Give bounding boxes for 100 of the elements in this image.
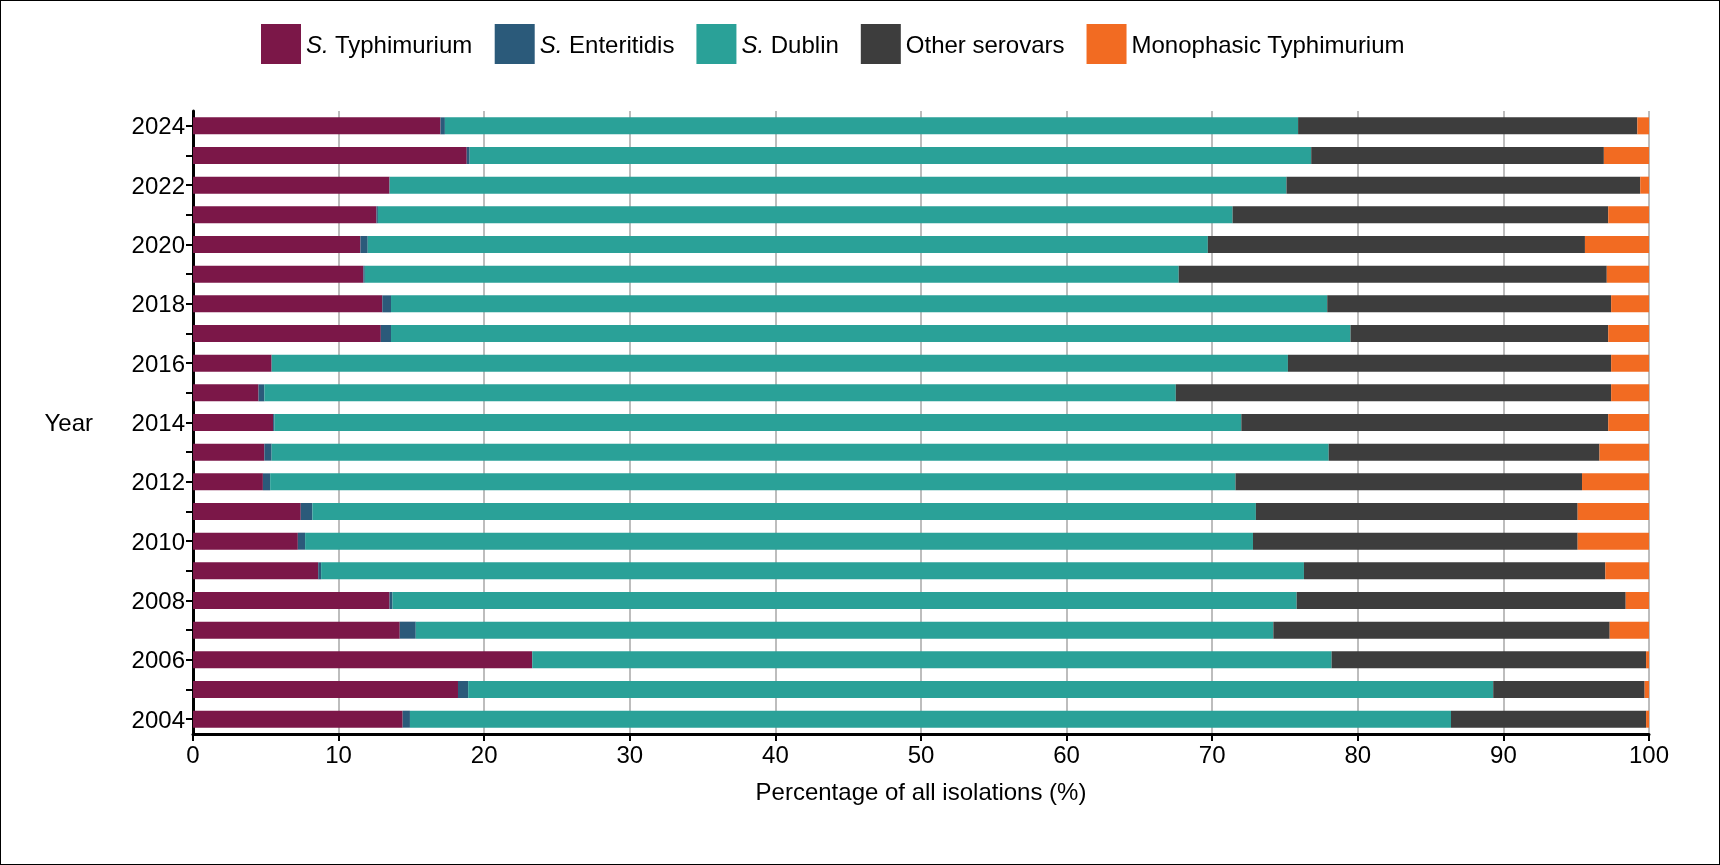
bar: [193, 265, 364, 283]
bar: [193, 176, 390, 194]
bar: [1241, 414, 1609, 431]
bar: [193, 710, 403, 728]
bar: [1286, 176, 1641, 194]
bar: [1255, 503, 1578, 520]
bar: [402, 710, 410, 728]
bar: [321, 562, 1304, 580]
legend-label: Other serovars: [905, 30, 1065, 58]
x-tick-label: 0: [186, 740, 200, 768]
bar: [440, 117, 445, 135]
bar: [415, 621, 1274, 639]
bar: [297, 532, 306, 550]
bar: [264, 443, 272, 461]
bar: [377, 206, 1233, 224]
bar: [262, 473, 271, 491]
bar: [193, 621, 400, 639]
bar: [193, 562, 319, 580]
bar: [1625, 592, 1649, 609]
bar: [193, 295, 383, 313]
bar: [193, 117, 441, 135]
bar: [193, 354, 272, 372]
bar: [1273, 621, 1610, 639]
bar: [318, 562, 322, 580]
bar: [1608, 414, 1649, 431]
bar: [367, 236, 1208, 253]
bar: [274, 414, 1242, 431]
bar: [1450, 710, 1647, 728]
bar: [271, 443, 1329, 461]
bar: [1350, 325, 1609, 342]
bar: [1493, 681, 1645, 698]
bar: [409, 710, 1451, 728]
bar: [193, 147, 467, 164]
bar: [444, 117, 1299, 135]
bar: [305, 532, 1253, 550]
bar: [1178, 265, 1607, 283]
bar: [391, 325, 1351, 342]
bar: [193, 592, 390, 609]
bar: [1303, 562, 1606, 580]
x-tick-label: 20: [470, 740, 498, 768]
bar: [1611, 295, 1649, 313]
bar: [1328, 443, 1600, 461]
bar: [1287, 354, 1612, 372]
bar: [1608, 325, 1649, 342]
bar: [300, 503, 313, 520]
bar: [1298, 117, 1638, 135]
bar: [193, 443, 265, 461]
y-tick-label: 2012: [131, 468, 185, 496]
y-tick-label: 2018: [131, 290, 185, 318]
y-tick-label: 2020: [131, 231, 185, 258]
bar: [270, 473, 1236, 491]
bar: [1640, 176, 1649, 194]
bar: [469, 147, 1312, 164]
x-tick-label: 40: [762, 740, 789, 768]
bar: [364, 265, 1179, 283]
legend-label: S. Enteritidis: [539, 30, 675, 58]
bar: [1577, 532, 1649, 550]
bar: [466, 147, 470, 164]
bar: [391, 295, 1328, 313]
bar: [389, 176, 1287, 194]
bar: [1311, 147, 1604, 164]
bar: [1331, 651, 1647, 669]
bar: [193, 681, 458, 698]
x-tick-label: 100: [1628, 740, 1670, 768]
bar: [1232, 206, 1609, 224]
y-tick-label: 2014: [131, 409, 185, 436]
bar: [1609, 621, 1649, 639]
bar: [193, 532, 298, 550]
y-tick-label: 2024: [131, 112, 185, 140]
legend-label: S. Dublin: [741, 30, 839, 58]
legend-label: S. Typhimurium: [306, 30, 473, 58]
bar: [1207, 236, 1585, 253]
y-tick-label: 2010: [131, 527, 185, 555]
bar: [193, 325, 381, 342]
bar: [193, 236, 361, 253]
bar: [1611, 354, 1649, 372]
y-tick-label: 2008: [131, 587, 185, 614]
bar: [382, 295, 392, 313]
bar: [1327, 295, 1612, 313]
bar: [1175, 384, 1612, 402]
bar: [1235, 473, 1583, 491]
bar: [193, 206, 377, 224]
legend-label: Monophasic Typhimurium: [1131, 30, 1405, 58]
bar: [457, 681, 469, 698]
bar: [1644, 681, 1649, 698]
bar: [1608, 206, 1649, 224]
y-axis-title: Year: [44, 409, 93, 436]
bar: [193, 414, 274, 431]
bar: [1603, 147, 1649, 164]
bar: [1584, 236, 1649, 253]
bar: [1605, 562, 1649, 580]
bar: [1606, 265, 1649, 283]
y-tick-label: 2022: [131, 171, 185, 199]
bar: [532, 651, 1332, 669]
bar: [193, 503, 301, 520]
x-tick-label: 60: [1053, 740, 1080, 768]
bar: [1599, 443, 1649, 461]
bar: [380, 325, 392, 342]
x-tick-label: 80: [1344, 740, 1372, 768]
x-tick-label: 30: [616, 740, 644, 768]
